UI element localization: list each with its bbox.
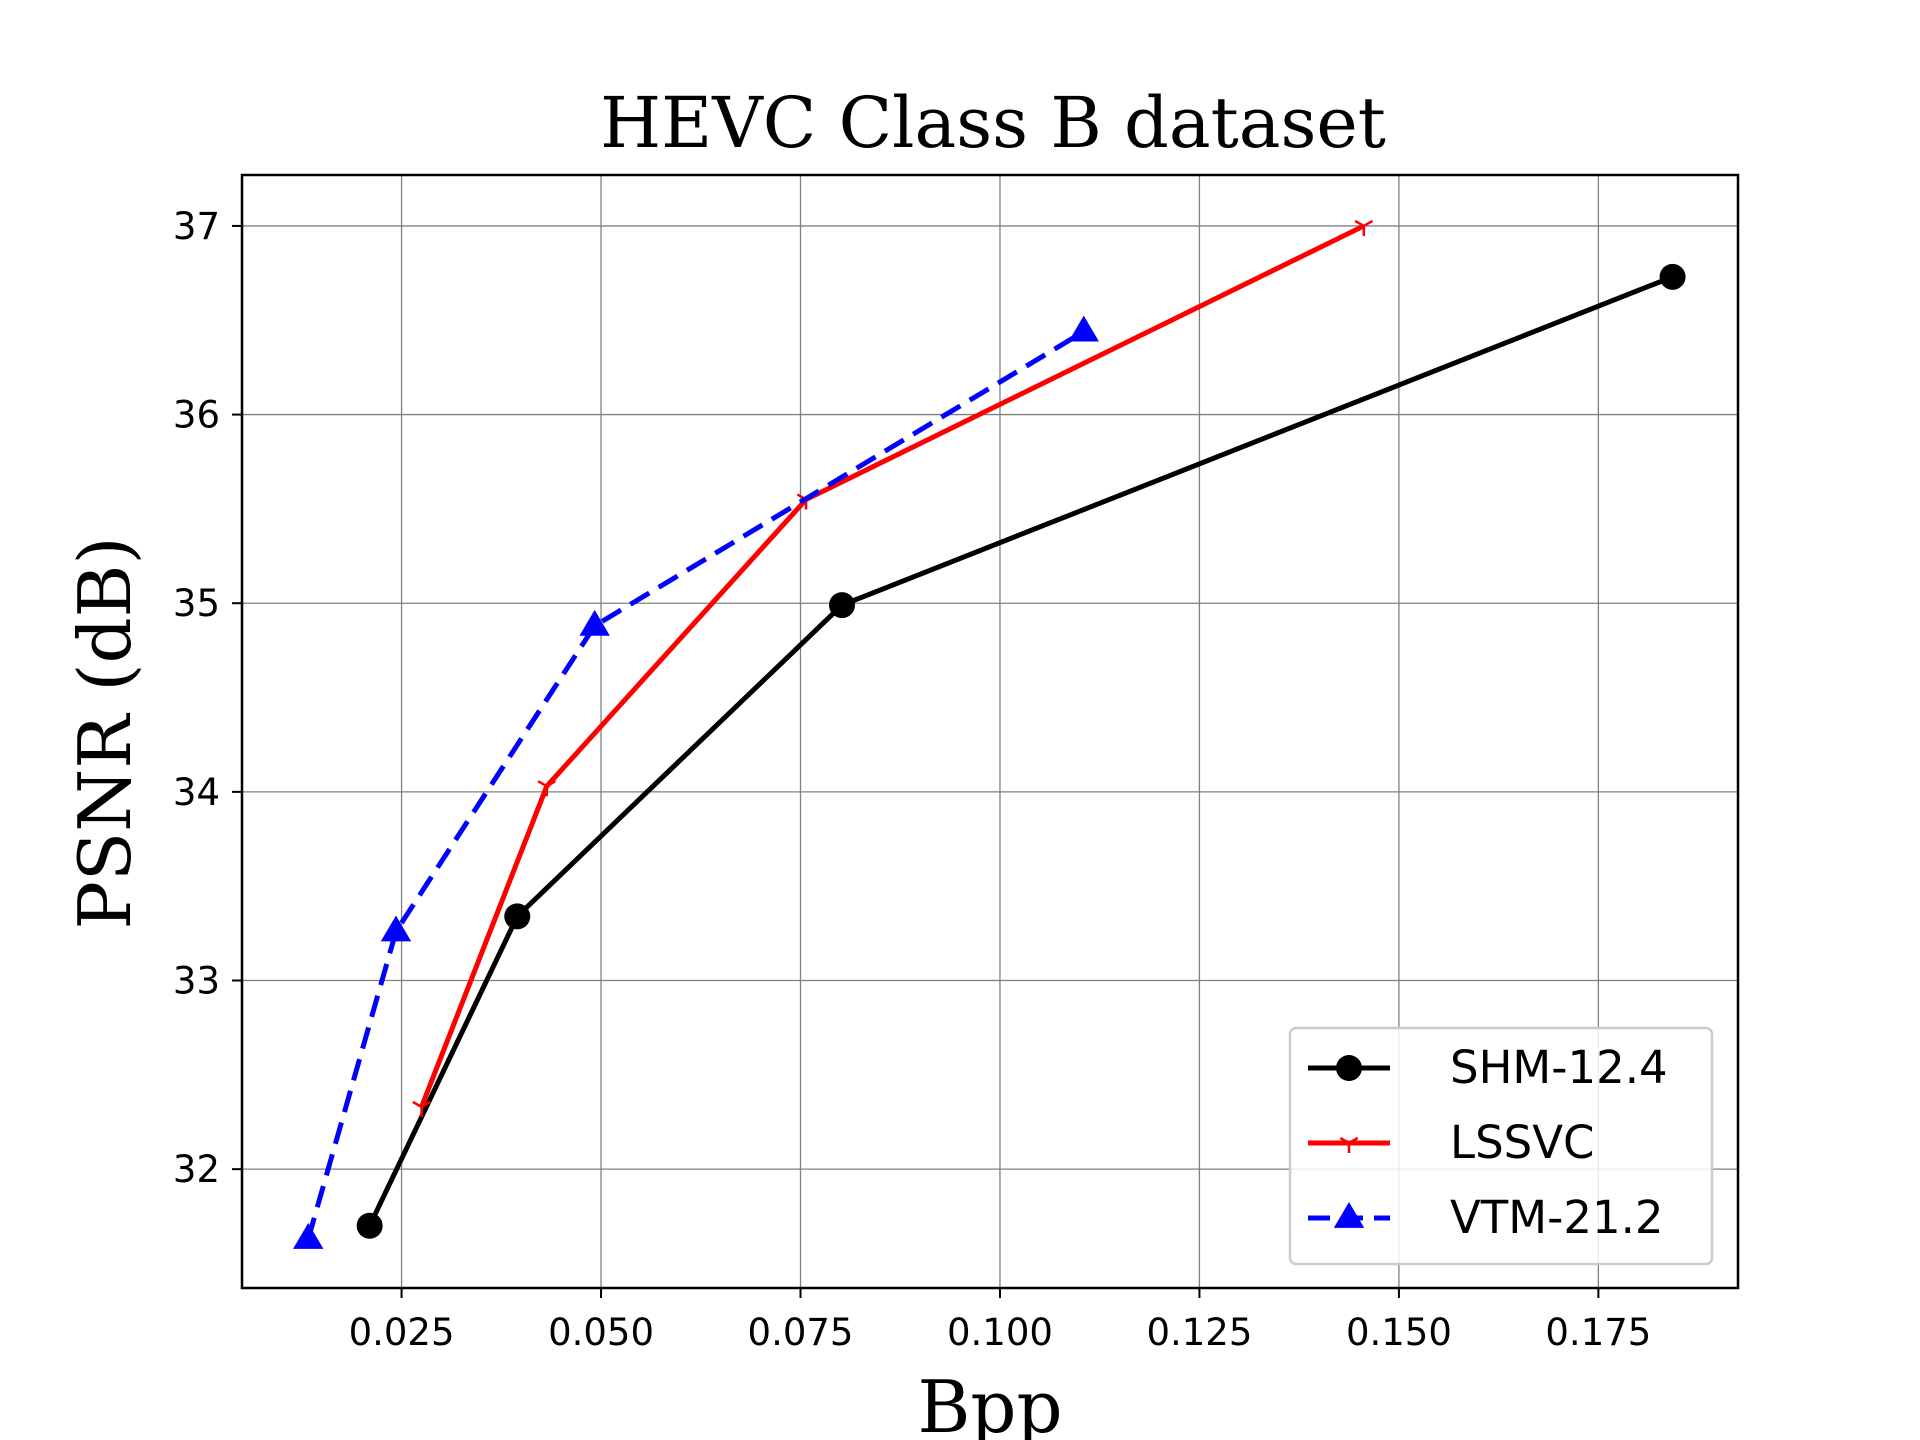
y-tick-label: 33 <box>173 960 220 1003</box>
series-line-shm-12-4 <box>367 274 1674 1227</box>
x-tick-label: 0.100 <box>947 1311 1053 1354</box>
legend-label-lssvc: LSSVC <box>1450 1116 1594 1169</box>
legend-label-vtm-21-2: VTM-21.2 <box>1450 1191 1664 1244</box>
x-tick-label: 0.050 <box>548 1311 654 1354</box>
data-point-lssvc <box>537 780 557 797</box>
ticks: 0.025 0.050 0.075 0.100 0.125 0.150 0.175 32 33 3… <box>173 205 1651 1354</box>
y-tick-label: 36 <box>173 394 220 437</box>
legend-marker-shm-12-4 <box>1336 1055 1362 1081</box>
legend: SHM-12.4 LSSVC VTM-21.2 <box>1288 1026 1714 1266</box>
y-tick-label: 32 <box>173 1148 220 1191</box>
data-point-shm-12-4 <box>828 592 855 619</box>
y-tick-label: 37 <box>173 205 220 248</box>
grid <box>242 175 1738 1288</box>
x-axis-label: Bpp <box>917 1365 1062 1440</box>
data-point-vtm-21-2 <box>1068 315 1099 342</box>
data-point-shm-12-4 <box>504 903 531 930</box>
series-line-vtm-21-2 <box>305 329 1086 1240</box>
x-tick-label: 0.175 <box>1545 1311 1651 1354</box>
legend-marker-lssvc <box>1339 1136 1359 1153</box>
data-point-vtm-21-2 <box>380 915 412 942</box>
data-point-lssvc <box>412 1100 431 1117</box>
x-tick-label: 0.075 <box>748 1311 854 1354</box>
data-point-shm-12-4 <box>356 1212 383 1239</box>
x-tick-label: 0.125 <box>1146 1311 1252 1354</box>
y-tick-label: 35 <box>173 582 220 625</box>
series-group <box>293 219 1686 1249</box>
y-axis-label: PSNR (dB) <box>63 536 147 929</box>
legend-label-shm-12-4: SHM-12.4 <box>1450 1041 1668 1094</box>
legend-box <box>1288 1026 1714 1266</box>
data-point-vtm-21-2 <box>293 1222 324 1249</box>
x-tick-label: 0.150 <box>1346 1311 1452 1354</box>
x-tick-label: 0.025 <box>349 1311 455 1354</box>
series-line-lssvc <box>419 223 1365 1108</box>
y-tick-label: 34 <box>173 771 220 814</box>
chart-title: HEVC Class B dataset <box>600 82 1386 164</box>
data-point-vtm-21-2 <box>579 609 610 636</box>
data-point-shm-12-4 <box>1659 263 1686 290</box>
data-point-lssvc <box>1354 219 1374 236</box>
plot-frame <box>240 173 1740 1290</box>
legend-marker-vtm-21-2 <box>1333 1202 1365 1228</box>
